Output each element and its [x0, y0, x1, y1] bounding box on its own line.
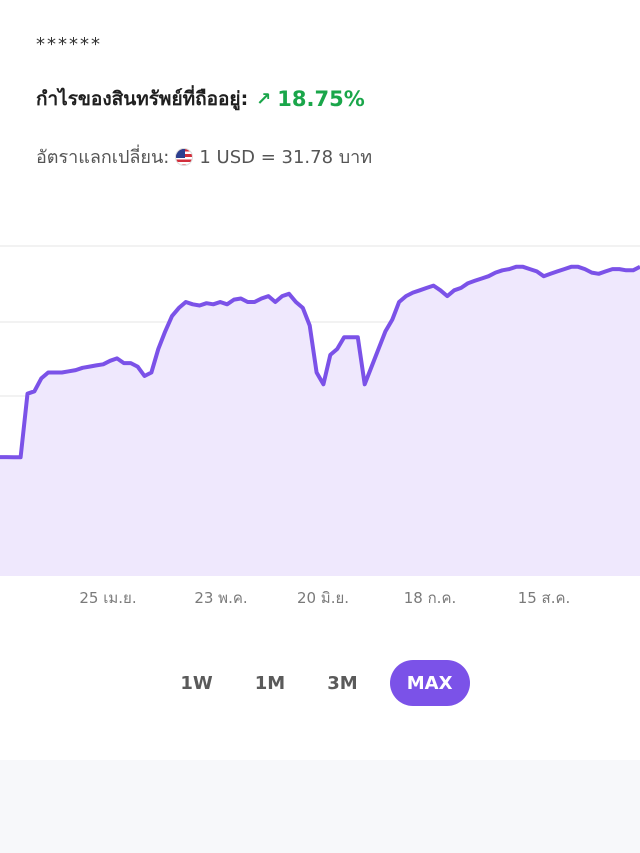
profit-label: กำไรของสินทรัพย์ที่ถืออยู่: [36, 88, 249, 110]
footer-panel [0, 760, 640, 853]
exchange-rate-row: อัตราแลกเปลี่ยน: 1 USD = 31.78 บาท [36, 142, 372, 171]
exchange-rate-value: 1 USD = 31.78 บาท [199, 147, 373, 168]
time-range-selector: 1W 1M 3M MAX [0, 660, 640, 706]
range-max-button[interactable]: MAX [389, 660, 470, 706]
us-flag-icon [175, 147, 194, 166]
masked-balance: ****** [36, 34, 102, 55]
range-1m-button[interactable]: 1M [254, 672, 286, 694]
chart-area [0, 266, 640, 576]
range-3m-button[interactable]: 3M [327, 672, 358, 694]
exchange-rate-label: อัตราแลกเปลี่ยน: [36, 147, 170, 168]
x-tick-label: 15 ส.ค. [518, 589, 571, 607]
x-tick-label: 18 ก.ค. [404, 589, 457, 607]
x-tick-label: 23 พ.ค. [194, 589, 247, 607]
x-tick-label: 20 มิ.ย. [297, 589, 349, 607]
chart-svg: 25 เม.ย. 23 พ.ค. 20 มิ.ย. 18 ก.ค. 15 ส.ค. [0, 245, 640, 607]
trend-up-icon: ↗ [256, 88, 272, 110]
profit-row: กำไรของสินทรัพย์ที่ถืออยู่: ↗ 18.75% [36, 84, 365, 114]
performance-chart: 25 เม.ย. 23 พ.ค. 20 มิ.ย. 18 ก.ค. 15 ส.ค. [0, 230, 640, 610]
chart-line [0, 264, 640, 460]
x-tick-label: 25 เม.ย. [79, 589, 136, 607]
profit-value: 18.75% [277, 87, 365, 111]
range-1w-button[interactable]: 1W [180, 672, 213, 694]
